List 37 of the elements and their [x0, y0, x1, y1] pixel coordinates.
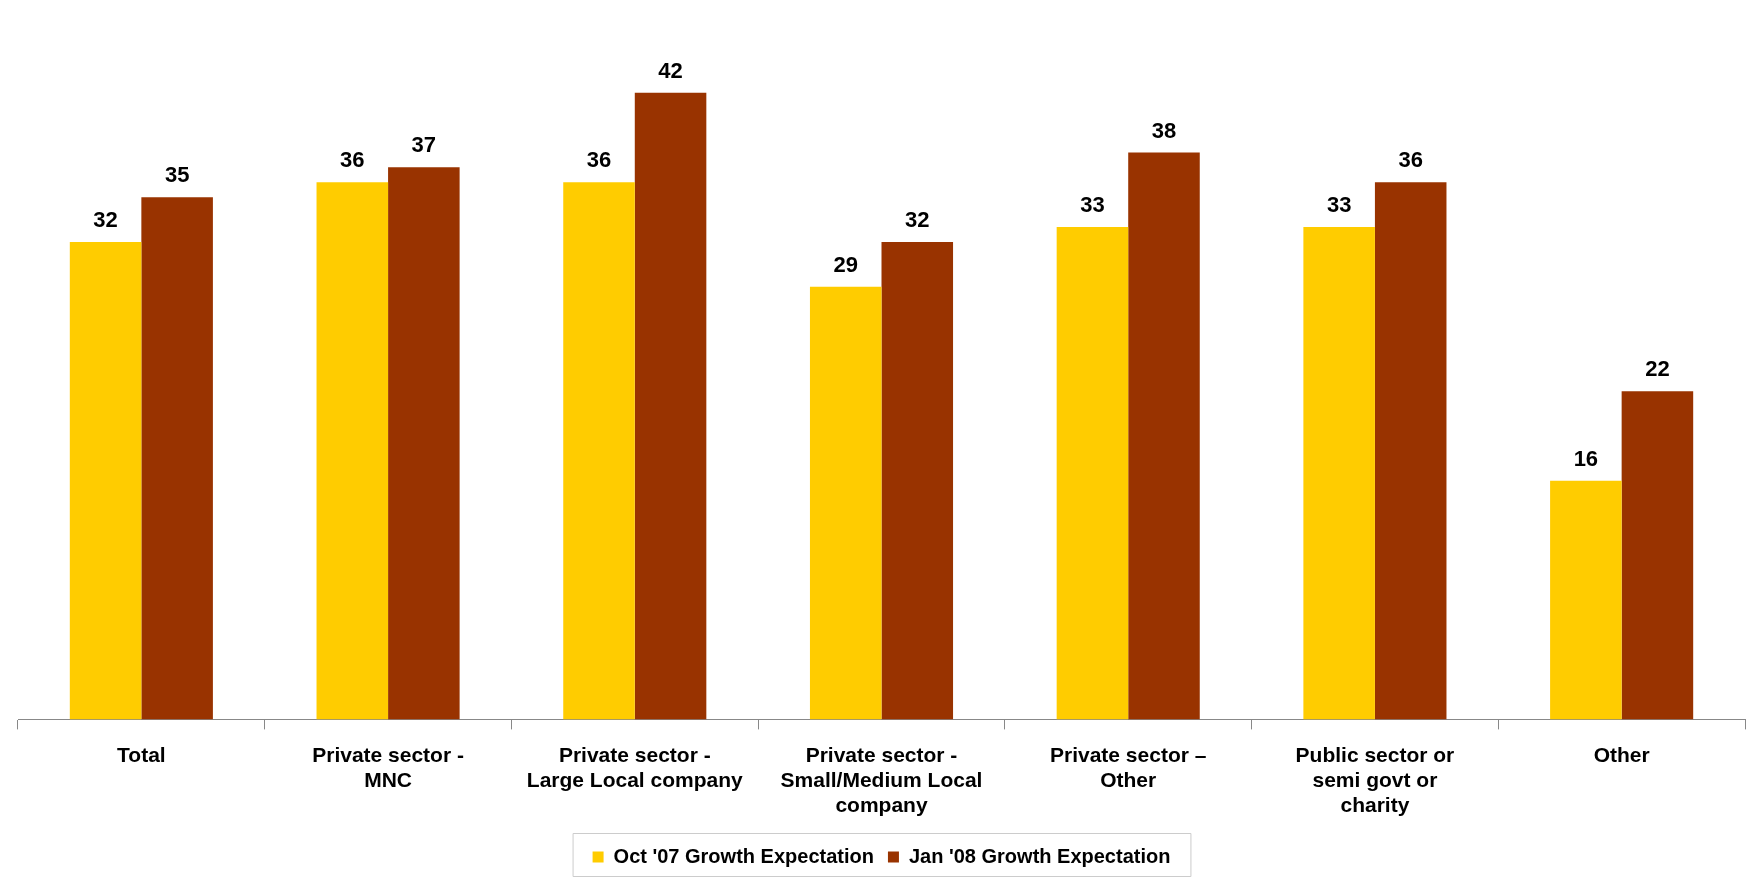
- bar: [141, 197, 213, 720]
- bar: [1128, 152, 1200, 720]
- data-label: 33: [1080, 192, 1105, 218]
- data-label: 36: [586, 147, 612, 173]
- data-label: 32: [905, 207, 930, 233]
- legend-label: Jan '08 Growth Expectation: [908, 844, 1171, 867]
- x-tick-label: Private sector - MNC: [312, 742, 464, 791]
- bar: [881, 241, 954, 720]
- bar: [1550, 480, 1622, 720]
- data-label: 16: [1573, 445, 1599, 471]
- data-label: 42: [658, 57, 683, 83]
- bar: [634, 92, 707, 720]
- bar: [563, 182, 635, 720]
- data-label: 32: [93, 207, 118, 233]
- bar: [1056, 227, 1129, 720]
- bar: [1303, 227, 1375, 720]
- x-tick-label: Public sector or semi govt or charity: [1295, 742, 1455, 817]
- data-label: 35: [164, 162, 190, 188]
- data-label: 37: [411, 132, 437, 158]
- x-tick-label: Private sector - Small/Medium Local company: [780, 742, 983, 817]
- data-label: 36: [340, 147, 365, 173]
- data-label: 29: [833, 251, 858, 277]
- bar: [1374, 182, 1447, 720]
- bar: [1621, 391, 1694, 720]
- x-tick-label: Private sector – Other: [1050, 742, 1207, 791]
- bar: [809, 286, 882, 720]
- bar: [316, 182, 389, 720]
- x-tick-label: Private sector - Large Local company: [526, 742, 744, 791]
- x-tick-label: Total: [117, 742, 166, 766]
- legend-label: Oct '07 Growth Expectation: [613, 844, 874, 867]
- data-label: 33: [1326, 192, 1352, 218]
- bar: [69, 241, 142, 720]
- bar: [388, 167, 460, 720]
- data-label: 36: [1398, 147, 1423, 173]
- data-label: 22: [1645, 356, 1670, 382]
- x-tick-label: Other: [1593, 742, 1650, 766]
- data-label: 38: [1151, 117, 1177, 143]
